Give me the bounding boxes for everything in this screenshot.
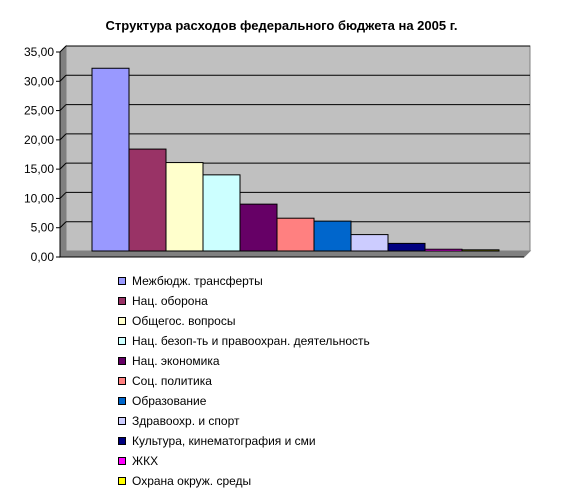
bar xyxy=(350,234,389,252)
legend-swatch xyxy=(118,397,126,405)
chart-title: Структура расходов федерального бюджета … xyxy=(105,18,458,33)
legend-swatch xyxy=(118,417,126,425)
legend-label: Межбюдж. трансферты xyxy=(132,274,263,288)
legend-swatch xyxy=(118,357,126,365)
legend-swatch xyxy=(118,317,126,325)
bar-chart: 0,00 5,00 10,00 15,00 20,00 25,00 30,00 35,00 xyxy=(24,44,532,264)
legend-label: Соц. политика xyxy=(132,374,212,388)
y-tick-label: 30,00 xyxy=(24,74,54,88)
y-tick-label: 20,00 xyxy=(24,133,54,147)
legend-swatch xyxy=(118,477,126,485)
bar xyxy=(165,162,204,252)
bar xyxy=(461,249,500,252)
y-tick-label: 25,00 xyxy=(24,104,54,118)
legend-label: Охрана окруж. среды xyxy=(132,474,252,488)
legend-label: Нац. оборона xyxy=(132,294,208,308)
legend-item: Образование xyxy=(118,391,438,411)
legend-item: Нац. безоп-ть и правоохран. деятельность xyxy=(118,331,438,351)
bar xyxy=(91,67,130,252)
legend-label: ЖКХ xyxy=(132,454,159,468)
legend-swatch xyxy=(118,457,126,465)
gridline-side xyxy=(59,133,67,141)
legend-label: Здравоохр. и спорт xyxy=(132,414,240,428)
legend-label: Образование xyxy=(132,394,207,408)
y-tick-label: 5,00 xyxy=(31,221,55,235)
y-tick-label: 10,00 xyxy=(24,191,54,205)
gridline-side xyxy=(59,162,67,170)
legend-item: Культура, кинематография и сми xyxy=(118,431,438,451)
legend-item: Нац. оборона xyxy=(118,291,438,311)
legend-item: Общегос. вопросы xyxy=(118,311,438,331)
gridline-side xyxy=(59,45,67,53)
legend-item: Соц. политика xyxy=(118,371,438,391)
bar xyxy=(128,148,167,252)
legend-item: Межбюдж. трансферты xyxy=(118,271,438,291)
legend-swatch xyxy=(118,297,126,305)
legend-label: Общегос. вопросы xyxy=(132,314,236,328)
gridline-side xyxy=(59,74,67,82)
gridline-side xyxy=(59,221,67,229)
bar xyxy=(387,242,426,252)
legend-swatch xyxy=(118,337,126,345)
legend: Межбюдж. трансферты Нац. оборона Общегос. … xyxy=(118,271,438,491)
bar xyxy=(424,248,463,252)
gridline-side xyxy=(59,104,67,111)
y-tick-label: 35,00 xyxy=(24,45,54,59)
legend-swatch xyxy=(118,437,126,445)
y-axis: 0,00 5,00 10,00 15,00 20,00 25,00 30,00 35,00 xyxy=(24,45,524,264)
legend-item: Здравоохр. и спорт xyxy=(118,411,438,431)
bars xyxy=(91,67,500,252)
bar xyxy=(239,203,278,252)
bar xyxy=(276,217,315,252)
legend-swatch xyxy=(118,277,126,285)
legend-item: Нац. экономика xyxy=(118,351,438,371)
y-tick-label: 15,00 xyxy=(24,162,54,176)
y-tick-label: 0,00 xyxy=(31,250,55,264)
legend-item: ЖКХ xyxy=(118,451,438,471)
legend-label: Нац. безоп-ть и правоохран. деятельность xyxy=(132,334,370,348)
bar xyxy=(202,174,241,252)
plot-floor xyxy=(58,250,532,258)
legend-label: Культура, кинематография и сми xyxy=(132,434,316,448)
legend-item: Охрана окруж. среды xyxy=(118,471,438,491)
gridline-side xyxy=(59,192,67,199)
legend-swatch xyxy=(118,377,126,385)
legend-label: Нац. экономика xyxy=(132,354,220,368)
bar xyxy=(313,220,352,252)
